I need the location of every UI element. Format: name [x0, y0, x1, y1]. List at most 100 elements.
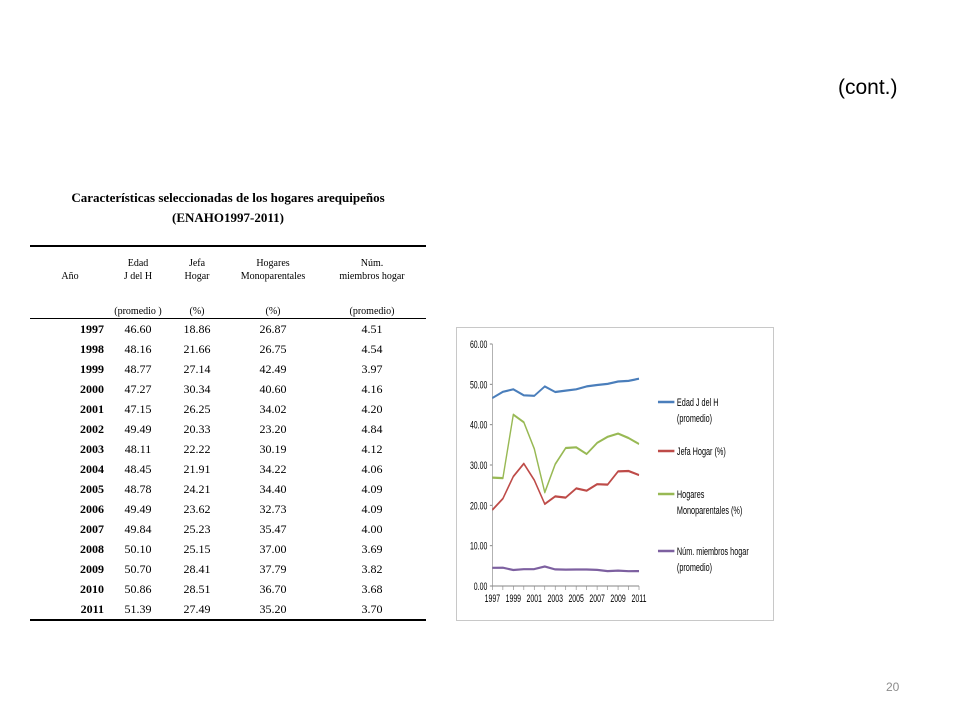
year-cell: 2006 — [80, 501, 104, 516]
table-row: 1999 48.77 27.14 42.49 3.97 — [30, 359, 426, 379]
value-cell: 21.91 — [183, 461, 211, 476]
value-cell: 34.02 — [259, 401, 287, 416]
year-cell: 1997 — [80, 321, 104, 336]
value-cell: 30.19 — [259, 441, 287, 456]
value-cell: 21.66 — [183, 341, 211, 356]
value-cell: 20.33 — [183, 421, 211, 436]
value-cell: 48.77 — [124, 361, 152, 376]
header-cell: (%) — [228, 291, 318, 319]
year-cell: 2003 — [80, 441, 104, 456]
value-cell: 34.22 — [259, 461, 287, 476]
household-table: Edad Jefa Hogares Núm. Año J del H Hogar… — [30, 245, 426, 621]
legend-label: Núm. miembros hogar — [677, 545, 749, 558]
value-cell: 4.51 — [361, 321, 383, 336]
table-row: 1998 48.16 21.66 26.75 4.54 — [30, 339, 426, 359]
value-cell: 18.86 — [183, 321, 211, 336]
x-tick-label: 2009 — [610, 592, 625, 604]
legend-label: Hogares — [677, 488, 705, 501]
value-cell: 4.12 — [361, 441, 383, 456]
value-cell: 4.00 — [361, 521, 383, 536]
header-cell: Núm. — [318, 245, 426, 271]
y-tick-label: 60.00 — [470, 338, 487, 350]
value-cell: 50.86 — [124, 581, 152, 596]
table-row: 1997 46.60 18.86 26.87 4.51 — [30, 319, 426, 340]
table-row: 2011 51.39 27.49 35.20 3.70 — [30, 599, 426, 621]
value-cell: 22.22 — [183, 441, 211, 456]
legend-label: (promedio) — [677, 412, 712, 425]
series-line-2 — [492, 413, 640, 494]
header-cell: miembros hogar — [339, 271, 405, 282]
x-tick-label: 2007 — [589, 592, 604, 604]
value-cell: 49.49 — [124, 421, 152, 436]
table-row: 2000 47.27 30.34 40.60 4.16 — [30, 379, 426, 399]
table-header-row-2: Año J del H Hogar Monoparentales miembro… — [30, 271, 426, 291]
value-cell: 3.68 — [361, 581, 383, 596]
value-cell: 40.60 — [259, 381, 287, 396]
value-cell: 35.47 — [259, 521, 287, 536]
value-cell: 51.39 — [110, 599, 166, 621]
table-row: 2008 50.10 25.15 37.00 3.69 — [30, 539, 426, 559]
value-cell: 4.54 — [361, 341, 383, 356]
header-cell: Edad — [110, 245, 166, 271]
year-cell: 2002 — [80, 421, 104, 436]
value-cell: 4.16 — [361, 381, 383, 396]
year-cell: 2005 — [80, 481, 104, 496]
table-row: 2002 49.49 20.33 23.20 4.84 — [30, 419, 426, 439]
value-cell: 48.11 — [124, 441, 152, 456]
value-cell: 26.25 — [183, 401, 211, 416]
value-cell: 30.34 — [183, 381, 211, 396]
table-row: 2004 48.45 21.91 34.22 4.06 — [30, 459, 426, 479]
value-cell: 4.84 — [361, 421, 383, 436]
legend-label: Monoparentales (%) — [677, 504, 742, 517]
table-row: 2001 47.15 26.25 34.02 4.20 — [30, 399, 426, 419]
year-cell: 1999 — [80, 361, 104, 376]
legend-label: (promedio) — [677, 561, 712, 574]
y-tick-label: 50.00 — [470, 379, 487, 391]
header-cell: J del H — [123, 271, 153, 282]
value-cell: 37.79 — [259, 561, 287, 576]
x-tick-label: 1999 — [506, 592, 521, 604]
year-cell: 2009 — [80, 561, 104, 576]
value-cell: 25.23 — [183, 521, 211, 536]
x-tick-label: 2001 — [527, 592, 542, 604]
y-tick-label: 40.00 — [470, 419, 487, 431]
year-cell: 2008 — [80, 541, 104, 556]
value-cell: 32.73 — [259, 501, 287, 516]
header-cell: Jefa — [166, 245, 228, 271]
line-chart-svg: 0.00 10.00 20.00 30.00 40.00 50.00 60.00 1997 19… — [470, 338, 749, 604]
x-tick-label: 2003 — [548, 592, 563, 604]
continuation-label: (cont.) — [838, 76, 898, 99]
value-cell: 28.51 — [183, 581, 211, 596]
value-cell: 26.75 — [259, 341, 287, 356]
value-cell: 3.70 — [318, 599, 426, 621]
value-cell: 3.69 — [361, 541, 383, 556]
y-tick-label: 10.00 — [470, 540, 487, 552]
header-cell: (promedio ) — [110, 291, 166, 319]
value-cell: 27.14 — [183, 361, 211, 376]
legend-label: Edad J del H — [677, 396, 719, 409]
table-title-line2: (ENAHO1997-2011) — [172, 210, 284, 225]
x-tick-label: 1997 — [485, 592, 500, 604]
header-cell: (%) — [166, 291, 228, 319]
year-cell: 1998 — [80, 341, 104, 356]
year-cell: 2007 — [80, 521, 104, 536]
value-cell: 4.20 — [361, 401, 383, 416]
header-cell — [30, 245, 110, 271]
series-line-3 — [492, 565, 640, 573]
x-tick-label: 2011 — [632, 592, 647, 604]
line-chart: 0.00 10.00 20.00 30.00 40.00 50.00 60.00 1997 19… — [456, 327, 774, 621]
year-cell: 2000 — [80, 381, 104, 396]
value-cell: 49.49 — [124, 501, 152, 516]
value-cell: 47.27 — [124, 381, 152, 396]
value-cell: 27.49 — [166, 599, 228, 621]
x-tick-label: 2005 — [568, 592, 583, 604]
value-cell: 4.09 — [361, 481, 383, 496]
table-row: 2009 50.70 28.41 37.79 3.82 — [30, 559, 426, 579]
value-cell: 36.70 — [259, 581, 287, 596]
y-tick-label: 0.00 — [474, 580, 488, 592]
value-cell: 3.97 — [361, 361, 383, 376]
table-header-row-3: (promedio ) (%) (%) (promedio) — [30, 291, 426, 319]
header-cell: Monoparentales — [240, 271, 306, 282]
header-cell: Año — [61, 271, 79, 282]
value-cell: 47.15 — [124, 401, 152, 416]
